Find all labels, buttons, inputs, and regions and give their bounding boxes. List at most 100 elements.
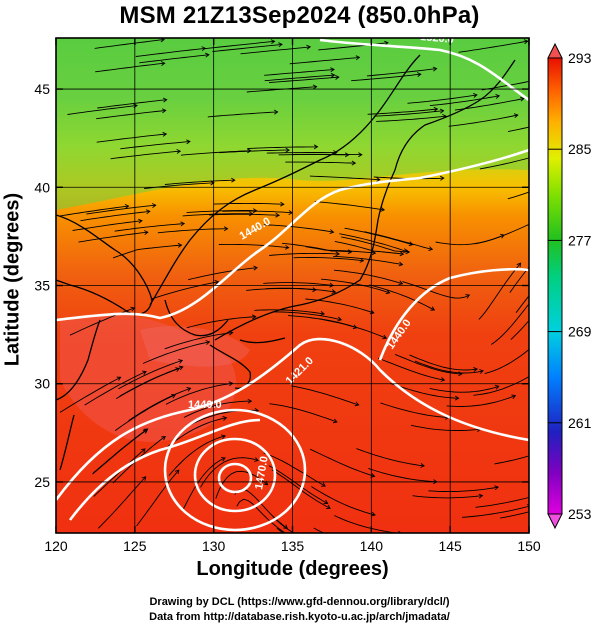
streamline [364, 231, 433, 250]
streamline-arrow [403, 248, 408, 253]
streamline [78, 231, 148, 243]
coastline-korea-russia [149, 54, 421, 306]
x-axis-label: Longitude (degrees) [196, 558, 389, 580]
streamline-arrow [405, 249, 411, 255]
streamline-arrow [220, 457, 226, 462]
streamline [428, 486, 499, 493]
coastline-honshu [214, 169, 396, 341]
contour-ring [163, 408, 307, 532]
y-axis-label: Latitude (degrees) [1, 192, 24, 367]
coastlines [56, 54, 516, 471]
streamline [136, 469, 180, 527]
streamline-arrow [162, 131, 168, 137]
streamline-arrow [231, 177, 236, 183]
contour-line [56, 148, 529, 322]
colorbar-label: 293 [568, 50, 592, 66]
streamline [458, 40, 528, 53]
figure-title: MSM 21Z13Sep2024 (850.0hPa) [119, 2, 480, 29]
streamline [285, 161, 356, 164]
streamline-arrow [329, 229, 335, 235]
colorbar-label: 277 [568, 232, 592, 248]
streamline [368, 467, 437, 483]
y-tick-label: 35 [34, 278, 50, 294]
streamline-arrow [141, 448, 146, 453]
streamline-arrow [162, 97, 168, 103]
streamline-arrow [376, 177, 381, 182]
y-tick-label: 30 [34, 376, 50, 392]
streamline [209, 213, 280, 216]
streamline [481, 81, 529, 91]
streamline [311, 486, 376, 516]
streamline [429, 385, 499, 393]
streamline-arrow [442, 113, 447, 119]
streamline [96, 109, 166, 120]
streamline-arrow [385, 289, 391, 295]
streamline-arrow [312, 287, 317, 293]
streamline-arrow [358, 152, 363, 158]
streamline [500, 511, 529, 519]
streamline-arrow [399, 251, 405, 257]
streamline-arrow [180, 221, 186, 227]
streamline-arrow [200, 28, 204, 32]
streamline [515, 294, 529, 313]
colorbar-gradient [547, 57, 563, 515]
streamline [213, 202, 284, 205]
streamline-arrow [251, 314, 257, 320]
streamline [446, 395, 516, 407]
colorbar: 293 285 277 269 261 253 [547, 42, 592, 530]
streamline-arrow [354, 401, 360, 407]
streamline-arrow [214, 279, 220, 285]
x-tick-label: 120 [44, 538, 68, 554]
streamline-arrow [359, 257, 365, 263]
streamline-arrow [347, 249, 353, 255]
streamline-arrow [370, 511, 376, 517]
streamline-arrow [473, 366, 478, 372]
streamline-arrow [430, 306, 436, 311]
streamline [339, 233, 408, 252]
streamline-arrow [428, 246, 434, 252]
streamline-arrow [228, 381, 234, 387]
streamline [344, 227, 413, 246]
streamline-arrow [280, 201, 285, 207]
colorbar-label: 269 [568, 324, 592, 340]
streamline-arrow [408, 241, 414, 247]
coastline-china [56, 214, 153, 315]
streamline-arrow [142, 429, 148, 434]
streamline [164, 332, 233, 350]
streamline-arrow [332, 418, 338, 424]
streamline-arrow [248, 211, 254, 217]
streamline-arrow [371, 250, 377, 256]
streamline-arrow [417, 72, 422, 77]
grid-lines [56, 38, 529, 533]
streamline-arrow [478, 493, 484, 499]
streamline [484, 348, 529, 375]
streamline [390, 382, 459, 399]
streamline [94, 39, 165, 49]
streamline-arrow [222, 415, 228, 421]
streamline [282, 242, 352, 253]
streamline-arrow [511, 394, 517, 400]
streamline-arrow [124, 203, 130, 209]
streamline [139, 54, 209, 64]
streamline [321, 278, 390, 294]
streamline [510, 319, 529, 340]
x-tick-label: 150 [517, 538, 541, 554]
coastline-east-china [56, 319, 101, 401]
streamline-arrow [519, 96, 525, 102]
contour-line [319, 38, 529, 102]
streamline-arrow [331, 289, 337, 295]
streamline-arrow [432, 66, 438, 72]
streamline-arrow [382, 334, 388, 340]
contour-label: 1440.0 [188, 399, 222, 411]
y-tick-label: 40 [34, 179, 50, 195]
streamline [182, 213, 253, 217]
colorbar-label: 285 [568, 141, 592, 157]
streamline [80, 210, 150, 222]
streamline-arrow [275, 212, 280, 218]
streamline-arrow [479, 369, 484, 374]
streamline [269, 403, 338, 423]
streamline [59, 205, 129, 217]
streamline [333, 269, 403, 285]
streamline [212, 43, 283, 53]
